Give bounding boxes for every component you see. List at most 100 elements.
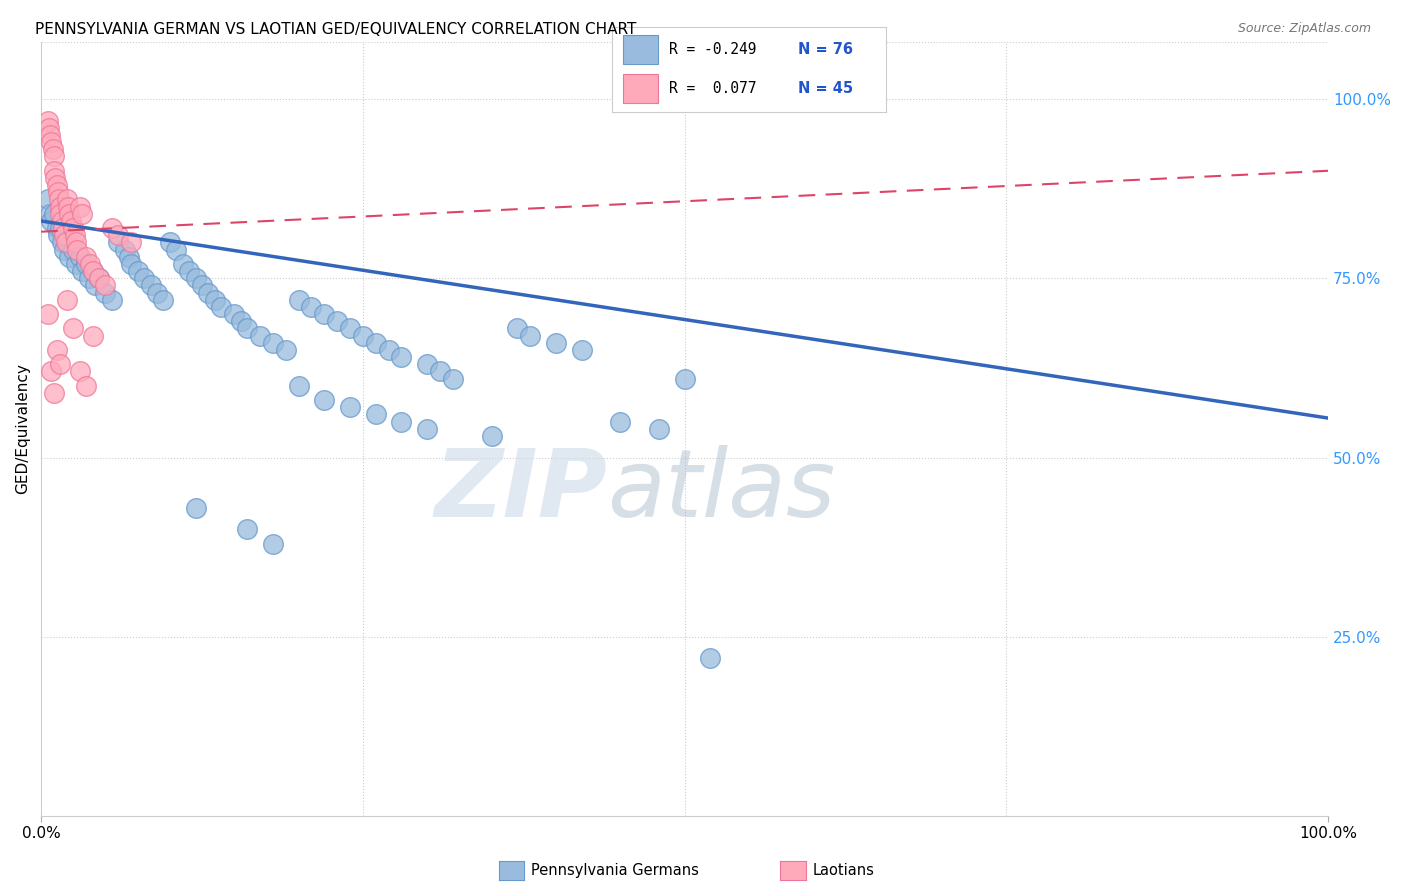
Point xyxy=(58,207,80,221)
Point xyxy=(79,257,101,271)
Point xyxy=(49,357,72,371)
Text: atlas: atlas xyxy=(607,445,835,536)
Point xyxy=(66,243,89,257)
Point xyxy=(41,135,63,149)
Point xyxy=(326,314,349,328)
Point xyxy=(46,228,69,243)
Point xyxy=(39,207,62,221)
Point xyxy=(65,235,87,250)
Text: N = 76: N = 76 xyxy=(799,42,853,57)
Point xyxy=(117,250,139,264)
Point xyxy=(609,415,631,429)
Point xyxy=(204,293,226,307)
Point xyxy=(648,422,671,436)
Point xyxy=(120,235,142,250)
Point xyxy=(364,408,387,422)
Point xyxy=(37,193,59,207)
Point xyxy=(42,163,65,178)
Point xyxy=(41,364,63,378)
Point xyxy=(262,335,284,350)
Text: PENNSYLVANIA GERMAN VS LAOTIAN GED/EQUIVALENCY CORRELATION CHART: PENNSYLVANIA GERMAN VS LAOTIAN GED/EQUIV… xyxy=(35,22,637,37)
Point xyxy=(184,500,207,515)
Point xyxy=(37,307,59,321)
Point xyxy=(72,264,94,278)
Point xyxy=(229,314,252,328)
Point xyxy=(314,307,336,321)
Point xyxy=(56,293,79,307)
Point xyxy=(82,264,104,278)
Point xyxy=(146,285,169,300)
Point xyxy=(42,207,65,221)
Point xyxy=(107,228,129,243)
Point xyxy=(56,200,79,214)
Point xyxy=(114,243,136,257)
Point xyxy=(48,193,70,207)
Y-axis label: GED/Equivalency: GED/Equivalency xyxy=(15,363,30,494)
Point xyxy=(352,328,374,343)
Point xyxy=(94,285,117,300)
Text: Source: ZipAtlas.com: Source: ZipAtlas.com xyxy=(1237,22,1371,36)
Point xyxy=(339,401,361,415)
Point xyxy=(37,113,59,128)
Point xyxy=(209,300,232,314)
Point xyxy=(82,328,104,343)
Point xyxy=(287,293,309,307)
Point xyxy=(75,379,97,393)
Point xyxy=(249,328,271,343)
Point xyxy=(42,386,65,401)
Point xyxy=(377,343,399,357)
Point xyxy=(49,221,72,235)
Point xyxy=(44,170,66,185)
Point xyxy=(299,300,322,314)
Point xyxy=(77,271,100,285)
Point xyxy=(159,235,181,250)
Point xyxy=(51,235,73,250)
Point xyxy=(224,307,246,321)
Point xyxy=(391,350,413,364)
Point xyxy=(184,271,207,285)
Text: Pennsylvania Germans: Pennsylvania Germans xyxy=(531,863,699,878)
Point xyxy=(39,128,62,142)
Point xyxy=(416,357,439,371)
Point xyxy=(314,393,336,408)
Point xyxy=(179,264,201,278)
Text: R = -0.249: R = -0.249 xyxy=(669,42,756,57)
Point xyxy=(84,278,107,293)
Point xyxy=(506,321,529,335)
Point xyxy=(45,221,67,235)
Point xyxy=(75,257,97,271)
Point xyxy=(38,120,60,135)
Point xyxy=(519,328,541,343)
Point xyxy=(429,364,451,378)
Bar xyxy=(623,36,658,64)
Point xyxy=(364,335,387,350)
Point xyxy=(62,243,84,257)
Point xyxy=(236,321,259,335)
Point xyxy=(53,243,76,257)
Point xyxy=(236,522,259,536)
Point xyxy=(287,379,309,393)
Point xyxy=(132,271,155,285)
Point xyxy=(87,271,110,285)
Point xyxy=(262,536,284,550)
Point xyxy=(101,221,124,235)
Point xyxy=(571,343,593,357)
Point xyxy=(69,250,91,264)
Point xyxy=(94,278,117,293)
Point xyxy=(87,271,110,285)
Point xyxy=(107,235,129,250)
Point xyxy=(339,321,361,335)
Text: Laotians: Laotians xyxy=(813,863,875,878)
Point xyxy=(82,264,104,278)
Point xyxy=(45,343,67,357)
Point xyxy=(274,343,297,357)
Point xyxy=(41,214,63,228)
Point xyxy=(42,149,65,163)
Point xyxy=(45,178,67,193)
Point xyxy=(62,321,84,335)
Text: R =  0.077: R = 0.077 xyxy=(669,81,756,96)
Point xyxy=(191,278,214,293)
Point xyxy=(49,207,72,221)
Point xyxy=(51,214,73,228)
Point xyxy=(120,257,142,271)
